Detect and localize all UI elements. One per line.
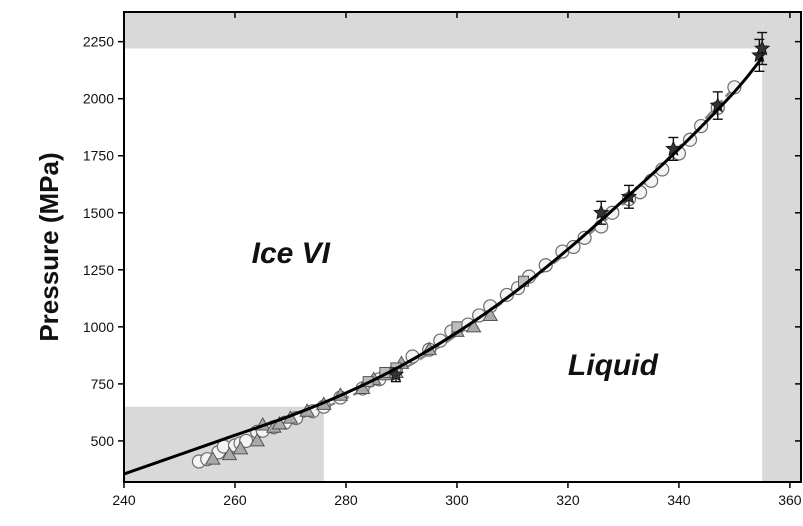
- x-tick-label: 360: [778, 492, 802, 508]
- fit-curve: [123, 56, 764, 476]
- y-tick-label: 1500: [83, 205, 114, 221]
- region-label: Liquid: [568, 349, 659, 382]
- dashed-fit-line: [201, 86, 736, 461]
- y-tick-label: 1750: [83, 148, 114, 164]
- triangle-point: [221, 446, 238, 461]
- y-tick-label: 750: [91, 376, 115, 392]
- shaded-region-0: [124, 12, 763, 49]
- triangle-point: [204, 451, 221, 465]
- circle-point: [566, 239, 581, 255]
- triangle-point: [249, 432, 266, 447]
- y-tick-label: 2250: [83, 34, 114, 50]
- dashed-fit-curve: [201, 86, 736, 461]
- y-tick-label: 2000: [83, 91, 114, 107]
- x-tick-label: 280: [334, 492, 358, 508]
- x-tick-label: 240: [112, 492, 136, 508]
- x-tick-label: 300: [445, 492, 469, 508]
- circle-point: [577, 230, 592, 245]
- star-point: [593, 204, 610, 220]
- x-tick-label: 320: [556, 492, 580, 508]
- region-label: Ice VI: [252, 237, 331, 270]
- x-tick-label: 340: [667, 492, 691, 508]
- y-axis-title: Pressure (MPa): [34, 152, 64, 341]
- shaded-regions: [124, 12, 801, 482]
- region-labels: Ice VI Liquid: [252, 237, 659, 382]
- triangle-point: [465, 318, 482, 333]
- y-tick-label: 1000: [83, 319, 114, 335]
- triangle-point: [232, 440, 249, 455]
- x-tick-label: 260: [223, 492, 247, 508]
- y-tick-label: 500: [91, 433, 115, 449]
- plot-frame: [123, 11, 802, 483]
- star-point: [753, 39, 771, 56]
- shaded-region-1: [762, 12, 801, 482]
- triangle-point: [271, 415, 288, 430]
- axis-ticks: 240 260 280 300 320 340 360 500 750 1000 1250 1500 1…: [83, 12, 802, 508]
- fit-curve-line: [123, 56, 764, 476]
- y-tick-label: 1250: [83, 262, 114, 278]
- triangle-point: [482, 307, 499, 321]
